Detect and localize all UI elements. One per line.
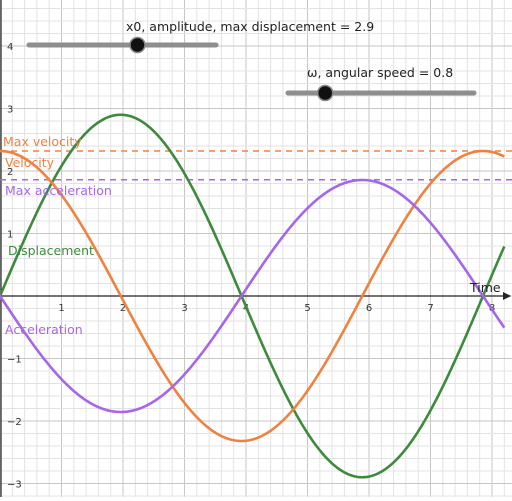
y-tick-label: −3	[7, 480, 22, 491]
x-tick-label: 6	[366, 303, 372, 314]
amplitude-slider-label: x0, amplitude, max displacement = 2.9	[126, 19, 374, 34]
reference-lines	[0, 150, 512, 181]
omega-slider-label: ω, angular speed = 0.8	[307, 65, 453, 80]
curves	[0, 113, 506, 479]
y-tick-label: 3	[7, 105, 13, 116]
x-axis-label: Time	[469, 280, 501, 295]
series-acceleration-line	[0, 178, 506, 414]
label-velocity: Velocity	[5, 155, 55, 170]
omega-slider[interactable]: ω, angular speed = 0.8	[285, 65, 477, 102]
y-tick-label: −2	[7, 417, 22, 428]
x-axis-arrow	[503, 292, 511, 300]
y-tick-label: 2	[7, 167, 13, 178]
label-max-velocity: Max velocity	[3, 134, 82, 149]
series-displacement-line	[0, 113, 506, 479]
x-tick-label: 2	[120, 303, 126, 314]
y-tick-label: 4	[7, 42, 13, 53]
amplitude-slider[interactable]: x0, amplitude, max displacement = 2.9	[26, 19, 374, 54]
amplitude-slider-handle[interactable]	[129, 36, 146, 54]
y-tick-label: 1	[7, 230, 13, 241]
label-max-acceleration: Max acceleration	[5, 183, 112, 198]
omega-slider-handle[interactable]	[316, 84, 334, 102]
y-tick-label: −1	[7, 355, 22, 366]
x-tick-label: 3	[181, 303, 187, 314]
label-acceleration: Acceleration	[5, 322, 83, 337]
series-velocity-line	[0, 149, 505, 443]
label-displacement: Displacement	[8, 243, 94, 258]
x-tick-label: 7	[427, 303, 433, 314]
x-tick-label: 1	[58, 303, 64, 314]
x-tick-label: 5	[304, 303, 310, 314]
